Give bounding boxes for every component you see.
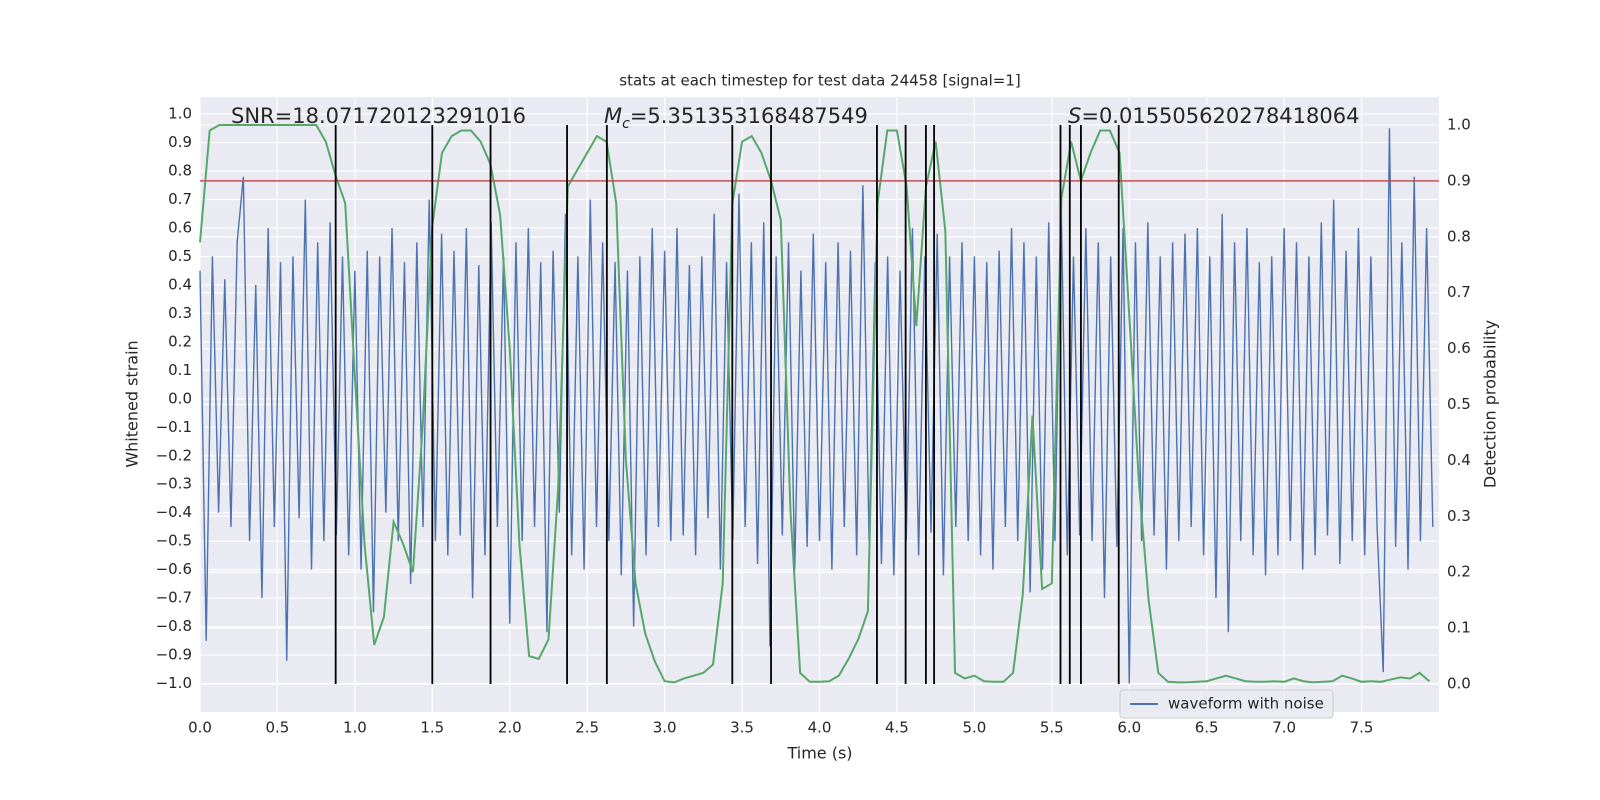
y-tick-label: 0.9 <box>168 133 192 151</box>
x-axis-label: Time (s) <box>786 744 852 763</box>
x-tick-label: 0.0 <box>188 719 212 737</box>
y2-tick-label: 0.3 <box>1447 507 1471 525</box>
y-tick-label: −0.2 <box>156 446 192 464</box>
annotation-value: =5.351353168487549 <box>630 104 868 128</box>
x-tick-label: 2.5 <box>575 719 599 737</box>
y-tick-label: 0.4 <box>168 275 192 293</box>
y2-tick-label: 1.0 <box>1447 115 1471 133</box>
annotation-symbol: M <box>604 104 622 128</box>
y2-tick-label: 0.6 <box>1447 339 1471 357</box>
y-axis-label: Whitened strain <box>123 340 142 467</box>
y-tick-label: −1.0 <box>156 674 192 692</box>
y2-tick-label: 0.9 <box>1447 171 1471 189</box>
y-tick-label: 0.0 <box>168 389 192 407</box>
y2-tick-label: 0.2 <box>1447 563 1471 581</box>
annotation-symbol: S <box>1068 104 1081 128</box>
chart-title: stats at each timestep for test data 244… <box>619 72 1020 90</box>
y-tick-label: −0.1 <box>156 418 192 436</box>
y2-tick-label: 0.0 <box>1447 675 1471 693</box>
x-tick-label: 7.0 <box>1272 719 1296 737</box>
annotation: Mc=5.351353168487549 <box>604 104 868 132</box>
y-tick-label: 0.2 <box>168 332 192 350</box>
x-tick-label: 3.0 <box>653 719 677 737</box>
annotation-value: =0.015505620278418064 <box>1081 104 1359 128</box>
y-tick-label: 0.7 <box>168 190 192 208</box>
y2-tick-label: 0.7 <box>1447 283 1471 301</box>
x-tick-label: 7.5 <box>1350 719 1374 737</box>
y-tick-label: 0.5 <box>168 247 192 265</box>
series-line <box>199 128 1434 684</box>
y2-tick-label: 0.5 <box>1447 395 1471 413</box>
x-tick-label: 4.5 <box>885 719 909 737</box>
y-tick-label: 0.8 <box>168 162 192 180</box>
y2-tick-label: 0.4 <box>1447 451 1471 469</box>
series-line <box>199 123 1430 684</box>
y-tick-label: 0.3 <box>168 304 192 322</box>
x-tick-label: 0.5 <box>266 719 290 737</box>
y-tick-label: −0.7 <box>156 589 192 607</box>
y-tick-label: −0.3 <box>156 475 192 493</box>
x-tick-label: 4.0 <box>808 719 832 737</box>
x-tick-label: 6.0 <box>1117 719 1141 737</box>
y-tick-label: −0.9 <box>156 646 192 664</box>
y2-axis-label: Detection probability <box>1481 320 1500 488</box>
y2-tick-label: 0.1 <box>1447 619 1471 637</box>
y-tick-label: 0.6 <box>168 218 192 236</box>
x-tick-label: 5.5 <box>1040 719 1064 737</box>
y-tick-label: −0.6 <box>156 560 192 578</box>
x-tick-label: 2.0 <box>498 719 522 737</box>
legend-label: waveform with noise <box>1168 695 1324 713</box>
marks <box>199 123 1439 685</box>
x-tick-label: 6.5 <box>1195 719 1219 737</box>
y-tick-label: 0.1 <box>168 361 192 379</box>
y-tick-label: 1.0 <box>168 105 192 123</box>
x-tick-label: 1.5 <box>420 719 444 737</box>
legend: waveform with noise <box>1119 689 1334 719</box>
y-tick-label: −0.4 <box>156 503 192 521</box>
y-tick-label: −0.8 <box>156 617 192 635</box>
legend-box <box>1119 689 1334 719</box>
y2-tick-label: 0.8 <box>1447 227 1471 245</box>
x-tick-label: 1.0 <box>343 719 367 737</box>
x-tick-label: 5.0 <box>962 719 986 737</box>
y-tick-label: −0.5 <box>156 532 192 550</box>
annotation: S=0.015505620278418064 <box>1068 104 1359 128</box>
x-tick-label: 3.5 <box>730 719 754 737</box>
annotation: SNR=18.071720123291016 <box>231 104 526 128</box>
annotation-subscript: c <box>622 116 630 132</box>
